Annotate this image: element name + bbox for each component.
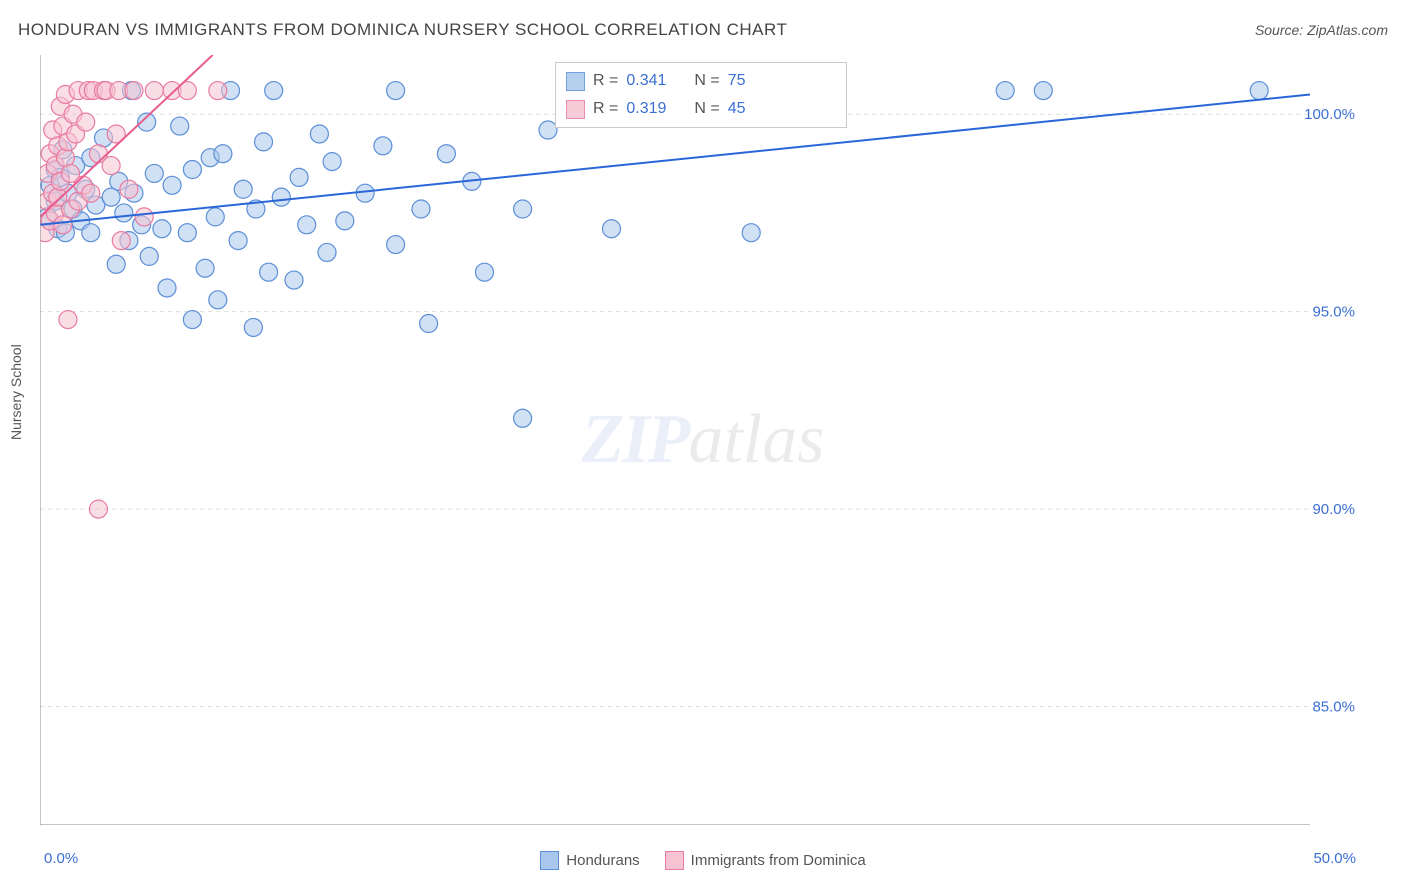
r-value: 0.341 xyxy=(626,72,666,90)
correlation-scatter-chart: 85.0% 90.0% 95.0% 100.0% xyxy=(40,55,1360,825)
n-label: N = xyxy=(694,100,719,118)
svg-text:95.0%: 95.0% xyxy=(1312,304,1355,321)
legend-item-dominica: Immigrants from Dominica xyxy=(665,851,866,870)
n-value: 75 xyxy=(728,72,746,90)
n-value: 45 xyxy=(728,100,746,118)
r-value: 0.319 xyxy=(626,100,666,118)
legend-label: Hondurans xyxy=(566,852,639,869)
stats-row: R = 0.341 N = 75 xyxy=(566,67,836,95)
r-label: R = xyxy=(593,72,618,90)
chart-header: HONDURAN VS IMMIGRANTS FROM DOMINICA NUR… xyxy=(18,20,1388,40)
stats-legend: R = 0.341 N = 75 R = 0.319 N = 45 xyxy=(555,62,847,128)
n-label: N = xyxy=(694,72,719,90)
legend-item-hondurans: Hondurans xyxy=(540,851,639,870)
source-label: Source: ZipAtlas.com xyxy=(1255,22,1388,38)
swatch-icon xyxy=(566,72,585,91)
legend-label: Immigrants from Dominica xyxy=(691,852,866,869)
swatch-icon xyxy=(665,851,684,870)
swatch-icon xyxy=(566,100,585,119)
stats-row: R = 0.319 N = 45 xyxy=(566,95,836,123)
r-label: R = xyxy=(593,100,618,118)
y-axis-label: Nursery School xyxy=(8,344,24,440)
svg-text:85.0%: 85.0% xyxy=(1312,699,1355,716)
svg-text:90.0%: 90.0% xyxy=(1312,501,1355,518)
chart-title: HONDURAN VS IMMIGRANTS FROM DOMINICA NUR… xyxy=(18,20,787,40)
svg-text:100.0%: 100.0% xyxy=(1304,106,1355,123)
bottom-legend: Hondurans Immigrants from Dominica xyxy=(0,851,1406,870)
swatch-icon xyxy=(540,851,559,870)
